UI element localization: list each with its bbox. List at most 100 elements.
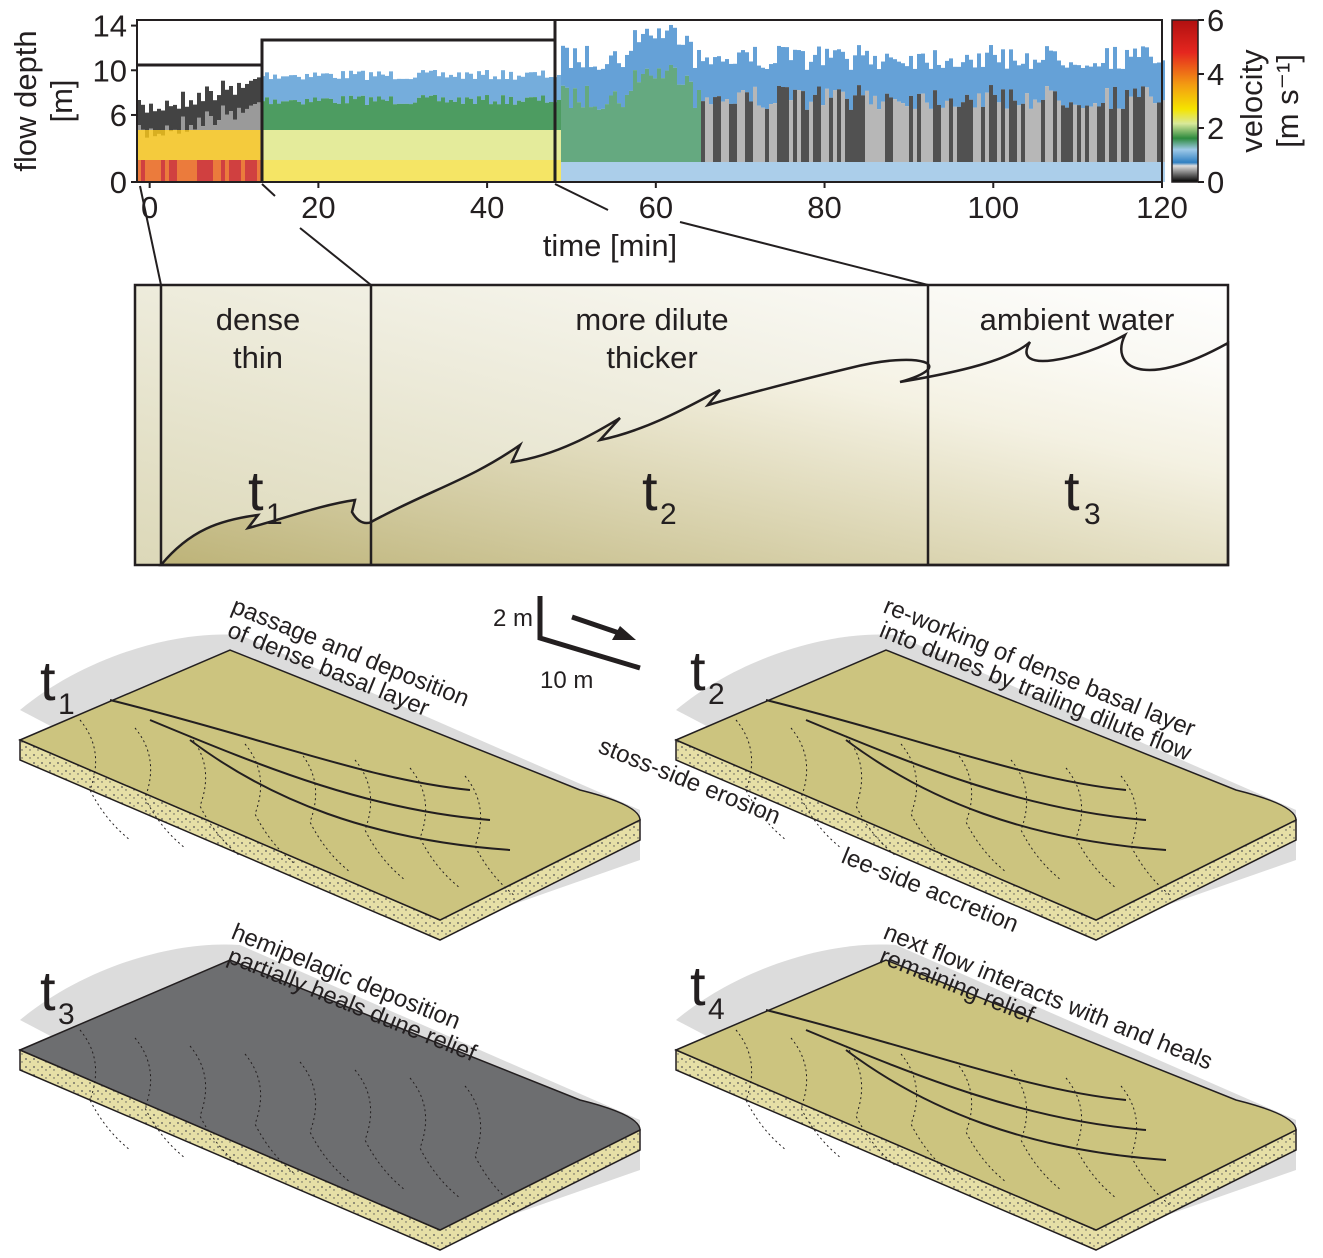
heat-cell bbox=[325, 73, 329, 98]
heat-cell bbox=[365, 160, 369, 182]
heat-cell bbox=[269, 79, 273, 104]
heat-cell bbox=[281, 76, 285, 101]
heat-cell bbox=[265, 97, 269, 130]
heat-cell bbox=[749, 101, 753, 162]
heat-cell bbox=[429, 71, 433, 96]
heat-cell bbox=[657, 28, 661, 68]
heat-cell bbox=[1041, 162, 1045, 182]
heat-cell bbox=[857, 162, 861, 182]
heat-cell bbox=[841, 52, 845, 92]
heat-cell bbox=[785, 47, 789, 87]
heat-cell bbox=[777, 162, 781, 182]
heat-cell bbox=[1049, 91, 1053, 162]
heat-cell bbox=[241, 88, 245, 113]
heat-cell bbox=[1001, 49, 1005, 89]
heat-cell bbox=[337, 130, 341, 160]
heat-cell bbox=[697, 162, 701, 182]
heat-cell bbox=[909, 96, 913, 162]
heat-cell bbox=[989, 45, 993, 85]
heat-cell bbox=[501, 70, 505, 95]
heat-cell bbox=[293, 100, 297, 130]
heat-cell bbox=[813, 162, 817, 182]
heat-cell bbox=[349, 96, 353, 130]
heat-cell bbox=[957, 162, 961, 182]
heat-cell bbox=[353, 99, 357, 130]
heat-cell bbox=[485, 130, 489, 160]
heat-cell bbox=[269, 130, 273, 160]
heat-cell bbox=[401, 160, 405, 182]
heat-cell bbox=[353, 160, 357, 182]
colorbar-label: [m s⁻¹] bbox=[1270, 54, 1305, 148]
heat-cell bbox=[197, 130, 201, 160]
heat-cell bbox=[1001, 89, 1005, 162]
heat-cell bbox=[349, 130, 353, 160]
heat-cell bbox=[789, 162, 793, 182]
heat-cell bbox=[469, 130, 473, 160]
heat-cell bbox=[629, 162, 633, 182]
heat-cell bbox=[781, 87, 785, 162]
heat-cell bbox=[297, 160, 301, 182]
heat-cell bbox=[297, 77, 301, 102]
phase-label: more dilute bbox=[575, 302, 728, 337]
heat-cell bbox=[177, 130, 181, 160]
heat-cell bbox=[141, 105, 145, 130]
heat-cell bbox=[685, 36, 689, 76]
heat-cell bbox=[273, 160, 277, 182]
heat-cell bbox=[337, 104, 341, 130]
heat-cell bbox=[541, 71, 545, 96]
time-label: t bbox=[642, 459, 658, 522]
time-label-sub: 3 bbox=[1084, 498, 1101, 531]
heat-cell bbox=[193, 130, 197, 160]
heat-cell bbox=[201, 101, 205, 126]
heat-cell bbox=[149, 129, 153, 130]
heat-cell bbox=[1029, 109, 1033, 162]
heat-cell bbox=[505, 104, 509, 130]
heat-cell bbox=[877, 69, 881, 109]
heat-cell bbox=[765, 109, 769, 162]
heat-cell bbox=[677, 162, 681, 182]
x-tick-label: 60 bbox=[639, 190, 673, 225]
heat-cell bbox=[621, 107, 625, 162]
heat-cell bbox=[777, 46, 781, 86]
x-tick-label: 120 bbox=[1136, 190, 1188, 225]
heat-cell bbox=[921, 94, 925, 162]
heat-cell bbox=[1145, 47, 1149, 87]
heat-cell bbox=[785, 87, 789, 162]
heat-cell bbox=[1061, 162, 1065, 182]
heat-cell bbox=[445, 160, 449, 182]
heat-cell bbox=[141, 160, 145, 182]
heat-cell bbox=[533, 130, 537, 160]
heat-cell bbox=[857, 85, 861, 162]
heat-cell bbox=[809, 162, 813, 182]
heat-cell bbox=[453, 77, 457, 102]
heat-cell bbox=[633, 30, 637, 70]
heat-cell bbox=[797, 162, 801, 182]
heat-cell bbox=[433, 130, 437, 160]
heat-cell bbox=[505, 79, 509, 104]
heat-cell bbox=[1053, 91, 1057, 162]
heat-cell bbox=[669, 162, 673, 182]
heat-cell bbox=[805, 70, 809, 110]
heat-cell bbox=[877, 162, 881, 182]
heat-cell bbox=[597, 162, 601, 182]
heat-cell bbox=[357, 130, 361, 160]
heat-cell bbox=[417, 130, 421, 160]
heat-cell bbox=[925, 63, 929, 103]
heat-cell bbox=[817, 87, 821, 162]
heat-cell bbox=[337, 79, 341, 104]
heat-cell bbox=[965, 55, 969, 95]
heat-cell bbox=[473, 130, 477, 160]
heat-cell bbox=[993, 95, 997, 162]
heat-cell bbox=[421, 70, 425, 95]
heat-cell bbox=[321, 74, 325, 99]
heat-cell bbox=[721, 102, 725, 162]
heat-cell bbox=[769, 64, 773, 104]
heat-cell bbox=[1137, 162, 1141, 182]
heat-cell bbox=[569, 68, 573, 108]
heat-cell bbox=[1141, 46, 1145, 86]
heat-cell bbox=[1101, 63, 1105, 103]
heat-cell bbox=[685, 76, 689, 162]
heat-cell bbox=[869, 162, 873, 182]
heat-cell bbox=[533, 160, 537, 182]
heat-cell bbox=[941, 162, 945, 182]
